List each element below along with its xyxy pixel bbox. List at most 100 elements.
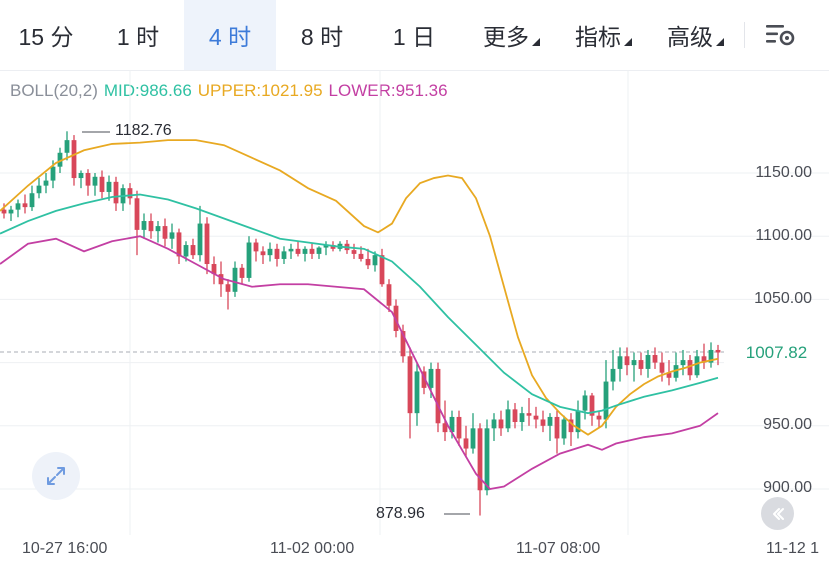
candle-body xyxy=(575,410,581,433)
candle-body xyxy=(365,258,371,266)
x-tick-label: 11-12 1 xyxy=(766,540,820,557)
tab-label: 1 日 xyxy=(392,24,436,50)
candle-body xyxy=(36,185,42,194)
divider xyxy=(744,22,745,48)
candle-body xyxy=(379,255,385,285)
candle-body xyxy=(519,413,525,423)
x-tick-label: 11-07 08:00 xyxy=(516,540,601,557)
candle-body xyxy=(162,226,168,239)
candle-body xyxy=(134,198,140,230)
chart-grid xyxy=(0,70,829,535)
double-chevron-left-icon xyxy=(772,507,784,520)
candle-body xyxy=(547,416,553,426)
candle-body xyxy=(78,173,84,179)
candle-body xyxy=(176,232,182,257)
dropdown-corner-icon xyxy=(716,38,724,46)
candle-body xyxy=(253,242,259,252)
candle-body xyxy=(477,428,483,491)
tab-8h[interactable]: 8 时 xyxy=(276,0,368,70)
boll-mid-value: MID:986.66 xyxy=(103,81,192,100)
candle-body xyxy=(232,267,238,292)
candle-body xyxy=(309,248,315,254)
candle-body xyxy=(442,423,448,433)
candle-body xyxy=(680,360,686,366)
candle-body xyxy=(617,356,623,369)
y-tick-label: 950.00 xyxy=(763,416,812,433)
candle-body xyxy=(603,381,609,420)
candle-body xyxy=(106,181,112,192)
candle-body xyxy=(113,181,119,204)
candle-body xyxy=(295,248,301,254)
fullscreen-button[interactable] xyxy=(32,452,80,500)
tab-15m[interactable]: 15 分 xyxy=(0,0,92,70)
candle-body xyxy=(8,209,14,214)
candle-body xyxy=(645,355,651,369)
candle-body xyxy=(638,360,644,369)
candle-body xyxy=(239,267,245,278)
boll-upper-line xyxy=(0,139,719,436)
candle-body xyxy=(526,413,532,416)
x-tick-label: 11-02 00:00 xyxy=(270,540,355,557)
candle-body xyxy=(127,188,133,199)
candle-body xyxy=(372,255,378,266)
tab-label: 高级 xyxy=(667,24,713,50)
settings-icon xyxy=(766,25,795,46)
candle-body xyxy=(484,428,490,491)
dropdown-corner-icon xyxy=(532,38,540,46)
boll-mid-line xyxy=(0,193,719,415)
candle-body xyxy=(316,247,322,254)
tab-advanced[interactable]: 高级 xyxy=(644,0,736,70)
candle-body xyxy=(351,250,357,254)
candles xyxy=(1,131,721,516)
candle-body xyxy=(673,365,679,378)
candle-body xyxy=(169,232,175,239)
candle-body xyxy=(246,242,252,278)
boll-upper-value: UPPER:1021.95 xyxy=(197,81,323,100)
chart-settings-button[interactable] xyxy=(745,0,815,70)
boll-lower-value: LOWER:951.36 xyxy=(328,81,448,100)
candle-body xyxy=(505,409,511,429)
candle-body xyxy=(694,356,700,376)
y-tick-label: 1150.00 xyxy=(755,164,812,181)
x-tick-label: 10-27 16:00 xyxy=(22,540,108,557)
candle-body xyxy=(400,331,406,357)
tab-indicators[interactable]: 指标 xyxy=(552,0,644,70)
candle-body xyxy=(421,371,427,388)
candle-body xyxy=(701,356,707,363)
candle-body xyxy=(15,203,21,210)
candle-body xyxy=(211,264,217,275)
candle-body xyxy=(302,248,308,254)
candle-body xyxy=(274,248,280,259)
tab-1h[interactable]: 1 时 xyxy=(92,0,184,70)
candle-body xyxy=(288,248,294,252)
candle-body xyxy=(85,173,91,186)
candle-body xyxy=(652,355,658,363)
tab-label: 更多 xyxy=(483,24,529,50)
tab-1d[interactable]: 1 日 xyxy=(368,0,460,70)
tab-more[interactable]: 更多 xyxy=(460,0,552,70)
candle-body xyxy=(1,209,7,214)
candle-body xyxy=(589,395,595,416)
candle-body xyxy=(470,428,476,449)
candle-body xyxy=(204,223,210,265)
expand-arrows-icon xyxy=(47,467,65,485)
candle-body xyxy=(183,245,189,257)
tab-label: 1 时 xyxy=(116,24,160,50)
candle-body xyxy=(666,372,672,378)
candle-body xyxy=(435,368,441,424)
candle-body xyxy=(568,419,574,433)
candle-body xyxy=(190,245,196,256)
candle-body xyxy=(141,221,147,230)
candle-body xyxy=(610,368,616,382)
candle-body xyxy=(428,368,434,388)
candlestick-chart[interactable] xyxy=(0,70,829,535)
candle-body xyxy=(659,362,665,373)
tab-4h[interactable]: 4 时 xyxy=(184,0,276,70)
candle-body xyxy=(561,419,567,439)
candle-body xyxy=(323,245,329,248)
current-price-label: 1007.82 xyxy=(724,340,829,366)
candle-body xyxy=(540,419,546,426)
tab-label: 8 时 xyxy=(300,24,344,50)
jump-to-latest-button[interactable] xyxy=(761,497,794,530)
candle-body xyxy=(260,251,266,256)
